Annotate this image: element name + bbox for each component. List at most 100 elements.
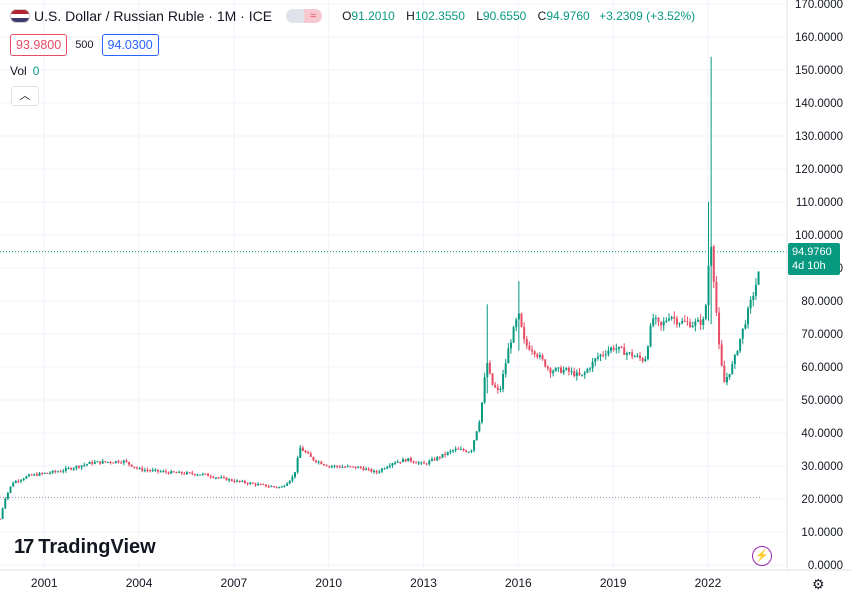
candle-body: [178, 471, 181, 473]
candle-body: [699, 319, 702, 325]
high-label: H: [406, 9, 415, 23]
candle-body: [588, 368, 591, 370]
price-tick-label: 100.0000: [795, 230, 843, 242]
candle-body: [739, 338, 742, 352]
candle-body: [149, 470, 152, 472]
candle-body: [557, 367, 560, 369]
candle-body: [291, 476, 294, 481]
sell-button[interactable]: 93.9800: [10, 34, 68, 56]
candle-body: [12, 482, 15, 487]
candle-body: [51, 470, 54, 473]
candle-body: [201, 473, 204, 475]
price-axis[interactable]: 0.0000 10.0000 20.0000 30.0000 40.0000 50.000…: [795, 0, 843, 572]
chevron-up-icon[interactable]: ︿: [11, 86, 39, 106]
candle-body: [741, 328, 744, 339]
candle-body: [488, 362, 491, 374]
candle-body: [696, 319, 699, 322]
candle-body: [135, 467, 138, 469]
candle-body: [322, 464, 325, 466]
candle-body: [441, 453, 444, 458]
candle-body: [236, 480, 239, 482]
candle-body: [367, 468, 370, 470]
candle-body: [241, 481, 244, 483]
candle-body: [246, 482, 249, 484]
price-tick-label: 30.0000: [801, 461, 843, 473]
candle-body: [257, 484, 260, 486]
candle-body: [657, 317, 660, 322]
candle-body: [267, 486, 270, 488]
wave-icon[interactable]: ≈: [304, 9, 323, 23]
candle-body: [120, 462, 123, 464]
spread-value: 500: [75, 39, 94, 51]
candle-body: [475, 431, 478, 441]
candle-body: [454, 448, 457, 451]
candle-body: [378, 471, 381, 473]
candle-body: [338, 466, 341, 468]
candle-body: [375, 470, 378, 473]
candle-body: [325, 465, 328, 467]
candle-body: [639, 355, 642, 359]
candle-body: [9, 486, 12, 493]
candle-body: [449, 451, 452, 453]
toggle-left[interactable]: [286, 9, 305, 23]
symbol-title[interactable]: U.S. Dollar / Russian Ruble · 1M · ICE: [34, 8, 273, 24]
low-value: 90.6550: [482, 9, 527, 23]
candle-body: [654, 317, 657, 319]
candle-body: [430, 458, 433, 461]
tradingview-mark-icon: 17: [14, 536, 34, 558]
ohlc-values: O91.2010 H102.3550 L90.6550 C94.9760 +3.…: [334, 9, 695, 23]
price-tick-label: 150.0000: [795, 65, 843, 77]
high-value: 102.3550: [414, 9, 465, 23]
candle-body: [604, 354, 607, 356]
lightning-icon[interactable]: ⚡: [752, 546, 772, 566]
candle-body: [270, 486, 273, 488]
candle-body: [383, 468, 386, 470]
candle-body: [394, 462, 397, 464]
candle-body: [541, 355, 544, 360]
price-tick-label: 50.0000: [801, 395, 843, 407]
volume-legend[interactable]: Vol 0: [10, 64, 39, 78]
candle-body: [243, 481, 246, 483]
price-tick-label: 40.0000: [801, 428, 843, 440]
candle-body: [625, 353, 628, 355]
gear-icon[interactable]: ⚙: [812, 576, 825, 592]
candle-body: [752, 295, 755, 300]
candle-body: [465, 450, 468, 452]
candle-body: [683, 320, 686, 322]
candle-body: [544, 359, 547, 367]
tradingview-logo[interactable]: 17 TradingView: [14, 536, 156, 559]
candle-body: [633, 356, 636, 358]
candle-body: [230, 479, 233, 481]
time-axis[interactable]: 2001 2004 2007 2010 2013 2016 2019 2022: [31, 576, 722, 590]
candle-body: [694, 321, 697, 326]
buy-button[interactable]: 94.0300: [101, 34, 159, 56]
bar-countdown: 4d 10h: [792, 260, 826, 272]
symbol-legend[interactable]: U.S. Dollar / Russian Ruble · 1M · ICE ≈…: [10, 8, 695, 24]
candle-body: [665, 320, 668, 322]
candle-body: [673, 316, 676, 319]
candles: [0, 56, 760, 520]
price-tick-label: 20.0000: [801, 494, 843, 506]
candle-body: [106, 461, 109, 463]
candle-body: [283, 485, 286, 487]
candle-body: [660, 321, 663, 326]
candle-body: [596, 356, 599, 359]
price-tick-label: 10.0000: [801, 527, 843, 539]
price-tick-label: 110.0000: [796, 197, 843, 209]
candle-body: [191, 472, 194, 474]
candle-body: [141, 468, 144, 471]
candle-body: [570, 371, 573, 373]
candle-body: [159, 471, 162, 473]
open-value: 91.2010: [351, 9, 395, 23]
candle-body: [373, 470, 376, 472]
candle-body: [344, 466, 347, 468]
candle-body: [320, 461, 323, 465]
candle-body: [362, 467, 365, 471]
candle-body: [623, 347, 626, 355]
candle-body: [199, 474, 202, 476]
chart-type-toggle[interactable]: ≈: [286, 9, 323, 23]
candle-body: [228, 479, 231, 481]
candle-body: [43, 472, 46, 474]
volume-value: 0: [32, 64, 40, 78]
